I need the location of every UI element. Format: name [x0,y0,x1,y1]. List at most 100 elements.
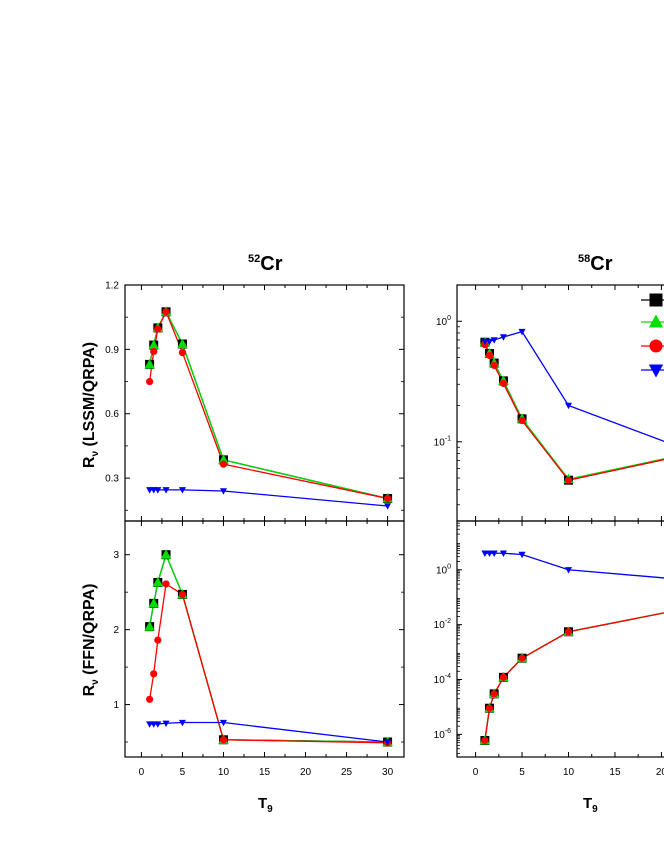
series-line-circle [148,582,388,744]
y-tick-label: 10-2 [434,618,451,631]
data-point-triangle-down [518,551,526,559]
title-cr52: 52Cr [248,253,283,275]
xlabel-right-sub: 9 [592,804,598,815]
legend-marker-circle [649,339,663,353]
xlabel-left: T9 [258,795,273,815]
series-group [144,306,393,510]
data-point-triangle-down [178,719,186,727]
x-tick-label: 20 [656,767,664,778]
title-cr58: 58Cr [578,253,613,275]
y-tick-label: 0.9 [105,345,119,356]
x-tick-label: 0 [139,767,145,778]
panel-cr58-ffn: 0 5 10 15 20 10-6 10-4 10-2 100 [434,520,664,778]
y-tick-label: 100 [436,563,451,576]
ylabel-ffn-rest: (FFN/QRPA) [81,584,98,680]
xlabel-left-sub: 9 [267,804,273,815]
data-point-triangle-down [499,334,507,341]
ylabel-ffn-sub: ν [90,679,101,685]
data-point-triangle-down [564,567,573,574]
ylabel-ffn-main: R [81,684,98,696]
title-cr52-mass: 52 [248,253,260,265]
data-point-triangle-down [384,503,392,510]
series-line-triangle-up [484,341,664,480]
series-line-triangle-up [148,552,388,743]
data-point-triangle-up [148,597,160,608]
ylabel-lssm-main: R [81,456,98,468]
series-line-square [484,612,664,741]
y-tick-label: 10-6 [434,728,451,741]
panel-cr52-lssm: 0.3 0.6 0.9 1.2 [105,281,405,522]
series-group [479,550,664,745]
x-tick-label: 30 [382,767,394,778]
data-point-circle [150,347,158,356]
data-point-triangle-down [499,550,507,557]
title-cr58-element: Cr [590,253,612,275]
data-point-triangle-down [154,721,162,728]
data-point-circle [485,704,494,712]
series-line-square [484,341,664,481]
series-line-triangle-down [484,330,664,442]
data-point-triangle-down [486,550,494,557]
data-point-triangle-up [160,549,172,559]
data-point-circle [490,690,498,698]
y-tick-label: 3 [113,550,119,561]
x-tick-label: 5 [180,767,186,778]
ylabel-lssm-sub: ν [90,451,101,457]
data-point-triangle-up [144,358,155,369]
series-line-triangle-down [149,489,388,507]
data-point-triangle-up [148,339,160,350]
data-point-circle [219,736,228,744]
data-point-triangle-down [219,719,227,727]
series-line-circle [484,344,664,481]
data-point-circle [178,348,187,357]
panel-cr58-lssm: 10-1 100 [434,284,664,522]
data-point-triangle-down [384,739,392,746]
data-point-triangle-down [486,338,494,346]
x-tick-label: 10 [563,767,575,778]
data-point-triangle-down [162,720,170,727]
data-point-circle [178,590,187,599]
y-tick-label: 10-1 [434,435,451,448]
data-point-triangle-up [218,454,229,464]
data-point-circle [383,494,392,503]
series-line-triangle-down [484,552,664,579]
data-point-circle [518,416,526,425]
data-point-circle [219,460,228,468]
data-point-triangle-down [154,487,162,494]
data-point-circle [481,736,489,745]
series-line-triangle-up [484,612,664,741]
data-point-circle [162,580,170,588]
plot-frame [124,284,405,522]
xlabel-right-main: T [583,795,592,812]
y-tick-label: 0.6 [105,409,119,420]
data-point-triangle-down [481,550,489,557]
y-tick-label: 0.3 [105,474,119,485]
data-point-circle [154,636,162,644]
data-point-triangle-down [490,550,498,557]
y-tick-label: 1 [113,700,119,711]
y-tick-label: 100 [436,315,451,328]
xlabel-left-main: T [258,795,267,812]
data-point-circle [162,308,170,316]
data-point-triangle-up [144,621,155,631]
title-cr58-mass: 58 [578,253,590,265]
data-point-circle [499,673,508,681]
x-tick-label: 5 [519,767,525,778]
legend-marker-triangle-up [648,314,664,328]
title-cr52-element: Cr [260,253,282,275]
ylabel-lssm: Rν (LSSM/QRPA) [81,342,101,468]
data-point-triangle-down [219,488,227,495]
data-point-circle [150,670,158,678]
data-point-triangle-down [564,402,573,410]
series-line-triangle-down [149,721,388,743]
data-point-circle [146,695,154,703]
data-point-circle [564,476,573,484]
data-point-circle [490,361,498,370]
series-line-circle [484,612,664,741]
plots: 0.3 0.6 0.9 1.2 0 5 10 15 20 25 30 1 2 3 10-1 100 0 5 10 15… [105,281,664,778]
xlabel-right: T9 [583,795,598,815]
series-group [144,549,393,747]
data-point-circle [564,628,573,636]
x-tick-label: 20 [300,767,312,778]
